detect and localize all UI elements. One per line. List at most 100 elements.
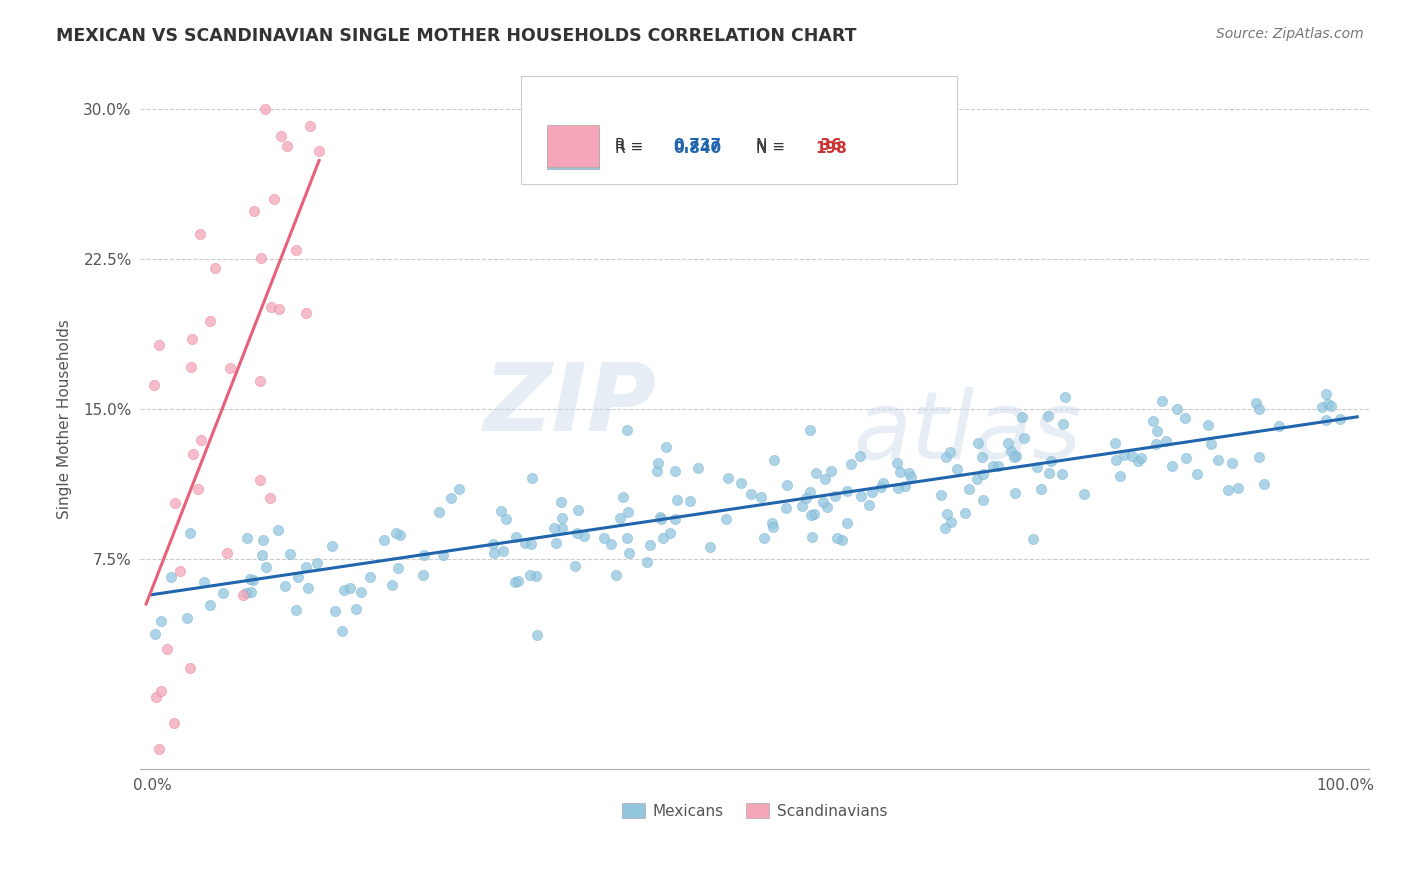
Point [811,495,834,509]
Legend: Mexicans, Scandinavians: Mexicans, Scandinavians [616,797,894,825]
Point [546,536,568,550]
Point [179,526,201,541]
Text: R =: R = [614,141,648,156]
Point [148,338,170,352]
Point [307,556,329,570]
Point [204,261,226,276]
Point [803,508,825,522]
Point [1038,467,1060,481]
Point [1152,394,1174,409]
Point [276,138,298,153]
Point [775,501,797,516]
Point [550,495,572,509]
Point [513,536,536,550]
Point [298,120,321,134]
Point [567,503,589,517]
Point [835,516,858,530]
Point [179,660,201,674]
Point [235,585,257,599]
Point [946,462,969,476]
Point [981,459,1004,474]
Point [250,548,273,562]
Point [636,555,658,569]
Text: Source: ZipAtlas.com: Source: ZipAtlas.com [1216,27,1364,41]
Point [1029,482,1052,496]
Point [1329,411,1351,425]
Point [440,491,463,505]
Point [1310,400,1333,414]
Point [323,604,346,618]
Point [717,471,740,485]
Point [1154,434,1177,448]
Point [250,251,273,265]
Text: 0.840: 0.840 [673,141,721,156]
Point [489,504,512,518]
Point [198,598,221,612]
Point [1320,400,1343,414]
Point [506,574,529,588]
Point [550,521,572,535]
Point [617,546,640,560]
Point [339,582,361,596]
Point [385,526,408,541]
Point [181,332,204,346]
Point [650,512,672,526]
Point [886,481,908,495]
Point [699,540,721,554]
Point [664,464,686,478]
Point [219,361,242,376]
Point [1160,458,1182,473]
Point [200,314,222,328]
Point [193,574,215,589]
Point [297,582,319,596]
Point [609,511,631,525]
Point [761,516,783,530]
Point [966,435,988,450]
Point [387,561,409,575]
Point [1040,454,1063,468]
Point [212,586,235,600]
Point [143,626,166,640]
Point [900,469,922,483]
Point [612,490,634,504]
Point [889,466,911,480]
Point [263,192,285,206]
Point [775,478,797,492]
Point [1166,402,1188,417]
Point [957,482,980,496]
Point [935,450,957,464]
Point [824,489,846,503]
Point [1005,450,1028,464]
Point [1247,402,1270,417]
Point [972,467,994,481]
Text: N =: N = [756,138,790,153]
Point [274,579,297,593]
Point [858,498,880,512]
Point [1142,414,1164,428]
Point [145,690,167,705]
Point [1315,387,1337,401]
Point [1000,444,1022,458]
Point [1126,454,1149,468]
Point [730,475,752,490]
Point [267,524,290,538]
Point [652,531,675,545]
Point [1073,487,1095,501]
Point [295,306,318,320]
Point [839,457,862,471]
Point [284,244,307,258]
Point [249,473,271,487]
Point [344,602,367,616]
Point [1104,435,1126,450]
Point [1317,397,1340,411]
Point [522,471,544,485]
Point [163,496,186,510]
Point [898,467,921,481]
Point [800,508,823,522]
Point [1002,450,1025,464]
Point [872,475,894,490]
Point [972,493,994,508]
Point [565,525,588,540]
Point [243,204,266,219]
Point [1220,456,1243,470]
